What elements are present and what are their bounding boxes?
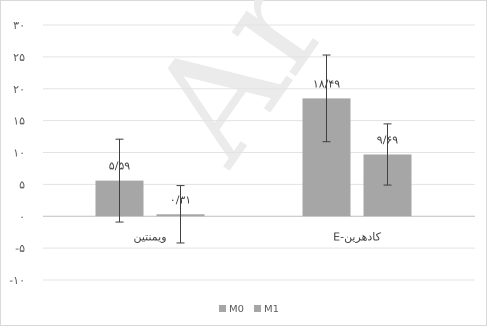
y-tick-label: -۱۰ — [9, 274, 25, 287]
y-axis: ۳۰ ۲۵ ۲۰ ۱۵ ۱۰ ۵ ۰ -۵ -۱۰ — [9, 19, 25, 287]
error-bars — [115, 54, 392, 244]
legend-label-m0: M0 — [229, 304, 244, 315]
legend-swatch-m0 — [219, 305, 226, 312]
data-label: ۹/۶۹ — [377, 133, 399, 146]
y-tick-label: -۵ — [15, 242, 25, 255]
legend-swatch-m1 — [254, 305, 261, 312]
data-label: ۵/۵۹ — [109, 160, 131, 173]
data-label: ۰/۳۱ — [170, 193, 191, 206]
legend: M0 M1 — [219, 304, 279, 315]
y-tick-label: ۱۰ — [13, 147, 25, 160]
x-category-label: ویمنتین — [133, 230, 166, 243]
y-tick-label: ۰ — [19, 210, 25, 223]
y-tick-label: ۲۰ — [13, 83, 25, 96]
y-tick-label: ۱۵ — [13, 115, 25, 128]
legend-label-m1: M1 — [264, 304, 279, 315]
x-category-label: E-کادهرین — [333, 230, 381, 243]
y-tick-label: ۳۰ — [13, 19, 25, 32]
x-axis: ویمنتین E-کادهرین — [133, 230, 381, 243]
y-tick-label: ۵ — [19, 178, 25, 191]
data-label: ۱۸/۴۹ — [313, 77, 340, 90]
y-tick-label: ۲۵ — [13, 51, 25, 64]
data-labels: ۵/۵۹ ۰/۳۱ ۱۸/۴۹ ۹/۶۹ — [109, 77, 399, 206]
